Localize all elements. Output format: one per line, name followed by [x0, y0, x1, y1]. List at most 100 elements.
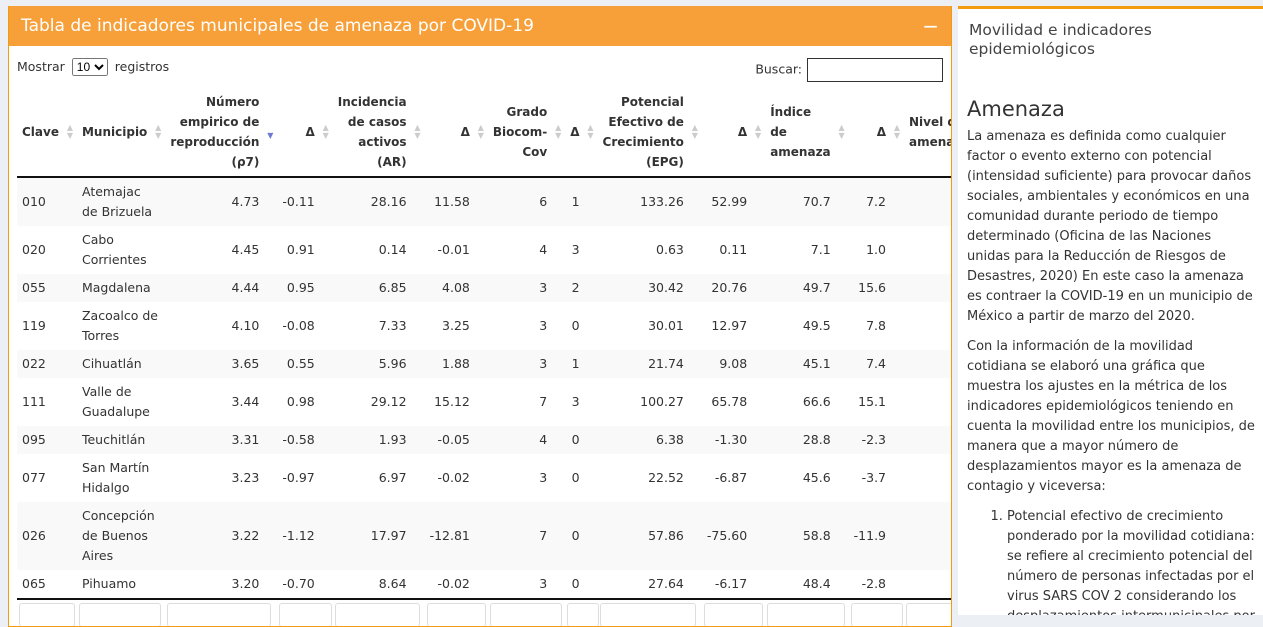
- column-filter-input[interactable]: [167, 603, 271, 626]
- table-cell: Cabo Corrientes: [81, 232, 147, 267]
- table-cell: 1.93: [332, 426, 425, 454]
- column-filter-input[interactable]: [703, 603, 764, 626]
- column-header[interactable]: Municipio ▲ ▼: [76, 88, 166, 178]
- table-cell: 100.27: [640, 394, 684, 409]
- collapse-button[interactable]: −: [922, 14, 939, 38]
- table-row[interactable]: 111 Valle de Guadalupe 3.44 0.98 29.12 15.12 7…: [17, 378, 951, 426]
- box-title: Tabla de indicadores municipales de amen…: [21, 16, 534, 36]
- table-cell: Concepción de Buenos Aires: [76, 502, 166, 570]
- table-cell: 010: [17, 177, 77, 226]
- column-filter-input[interactable]: [906, 603, 951, 626]
- table-cell: 0: [565, 426, 598, 454]
- column-header-label: Δ: [460, 125, 470, 139]
- table-cell: 12.97: [711, 318, 748, 333]
- column-filter-input[interactable]: [426, 603, 486, 626]
- column-header[interactable]: Clave ▲ ▼: [17, 88, 77, 178]
- column-header[interactable]: Δ ▲ ▼: [277, 88, 333, 178]
- column-header-label: Δ: [570, 125, 580, 139]
- column-header-label: Clave: [22, 125, 59, 139]
- table-cell: 3: [571, 242, 580, 257]
- column-filter-input[interactable]: [489, 603, 562, 626]
- table-cell: 7.33: [378, 318, 407, 333]
- table-cell: 4.44: [165, 274, 278, 302]
- column-filter-input[interactable]: [850, 603, 903, 626]
- table-cell: 21.74: [597, 350, 702, 378]
- filter-cell: [424, 598, 488, 626]
- column-filter-input[interactable]: [567, 603, 599, 626]
- column-filter-input[interactable]: [78, 603, 161, 626]
- column-header[interactable]: Δ ▲ ▼: [424, 88, 488, 178]
- sort-icon: ▲ ▼: [587, 123, 594, 140]
- table-cell: -2.3: [848, 426, 904, 454]
- table-cell: 3: [487, 350, 566, 378]
- sort-icon: ▲ ▼: [155, 123, 162, 140]
- box-header: Tabla de indicadores municipales de amen…: [9, 6, 951, 46]
- sort-icon: ▲ ▼: [691, 123, 698, 140]
- column-header[interactable]: Grado Biocom-Cov ▲ ▼: [487, 88, 566, 178]
- table-cell: -75.60: [701, 502, 766, 570]
- table-cell: 27.64: [648, 576, 684, 591]
- column-filter-input[interactable]: [334, 603, 420, 626]
- table-cell: 4: [539, 242, 548, 257]
- column-header[interactable]: Δ ▲ ▼: [848, 88, 904, 178]
- table-cell: [904, 302, 951, 350]
- column-header[interactable]: Número empirico de reproducción (ρ7) ▼: [165, 88, 278, 178]
- table-cell: 3.22: [165, 502, 278, 570]
- column-header[interactable]: Potencial Efectivo de Crecimiento (EPG) ▲…: [597, 88, 702, 178]
- table-row[interactable]: 095 Teuchitlán 3.31 -0.58 1.93 -0.05 4 0 6.38 -1.…: [17, 426, 951, 454]
- table-cell: [904, 274, 951, 302]
- column-header-label: Incidencia de casos activos (AR): [337, 95, 407, 169]
- table-cell: -1.30: [701, 426, 766, 454]
- table-row[interactable]: 010 Atemajac de Brizuela 4.73 -0.11 28.16 11.…: [17, 177, 951, 226]
- table-cell: 0.11: [719, 242, 748, 257]
- table-cell: 3.65: [165, 350, 278, 378]
- table-row[interactable]: 055 Magdalena 4.44 0.95 6.85 4.08 3 2 30.42 20.76…: [17, 274, 951, 302]
- column-filter-input[interactable]: [599, 603, 696, 626]
- table-cell: -0.58: [277, 426, 333, 454]
- table-cell: 7.1: [810, 242, 831, 257]
- column-header-label: Potencial Efectivo de Crecimiento (EPG): [602, 95, 684, 169]
- table-cell: Teuchitlán: [76, 426, 166, 454]
- table-row[interactable]: 077 San Martín Hidalgo 3.23 -0.97 6.97 -0.02 3…: [17, 454, 951, 502]
- column-filter-input[interactable]: [19, 603, 76, 626]
- table-row[interactable]: 022 Cihuatlán 3.65 0.55 5.96 1.88 3 1 21.74 9.08 4…: [17, 350, 951, 378]
- column-header[interactable]: Índice de amenaza ▲ ▼: [765, 88, 849, 178]
- column-header[interactable]: Δ ▲ ▼: [565, 88, 598, 178]
- search-input[interactable]: [807, 58, 943, 82]
- table-cell: 4: [487, 426, 566, 454]
- table-cell: 0.95: [277, 274, 333, 302]
- table-row[interactable]: 020 Cabo Corrientes 4.45 0.91 0.14 -0.01 4 3 0.6…: [17, 226, 951, 274]
- column-header[interactable]: Incidencia de casos activos (AR) ▲ ▼: [332, 88, 425, 178]
- filter-cell: [165, 598, 278, 626]
- table-cell: -0.97: [282, 470, 315, 485]
- table-cell: 0: [571, 470, 580, 485]
- table-cell: -3.7: [861, 470, 886, 485]
- table-cell: 3: [539, 318, 548, 333]
- table-cell: 8.64: [378, 576, 407, 591]
- table-cell: 7.2: [848, 177, 904, 226]
- table-row[interactable]: 065 Pihuamo 3.20 -0.70 8.64 -0.02 3 0 27.64 -6.17…: [17, 570, 951, 599]
- table-row[interactable]: 026 Concepción de Buenos Aires 3.22 -1.12 17…: [17, 502, 951, 570]
- table-cell: Magdalena: [76, 274, 166, 302]
- table-cell: 3: [539, 470, 548, 485]
- sort-icon: ▼: [267, 131, 274, 140]
- table-cell: -0.02: [437, 470, 470, 485]
- column-filter-input[interactable]: [279, 603, 332, 626]
- table-cell: 4.45: [231, 242, 260, 257]
- table-cell: 9.08: [701, 350, 766, 378]
- table-cell: 20.76: [701, 274, 766, 302]
- table-cell: 6.38: [597, 426, 702, 454]
- table-row[interactable]: 119 Zacoalco de Torres 4.10 -0.08 7.33 3.25 3 0…: [17, 302, 951, 350]
- page-length-select[interactable]: 10: [71, 58, 108, 76]
- table-cell: 5.96: [332, 350, 425, 378]
- table-cell: 28.8: [765, 426, 849, 454]
- column-header-label: Δ: [737, 125, 748, 139]
- column-header[interactable]: Δ ▲ ▼: [701, 88, 766, 178]
- table-cell: 52.99: [701, 177, 766, 226]
- table-cell: -1.12: [277, 502, 333, 570]
- table-cell: 29.12: [370, 394, 407, 409]
- column-filter-input[interactable]: [767, 603, 845, 626]
- table-cell: 077: [22, 470, 46, 485]
- column-header[interactable]: Nivel de amenaza▲▼: [904, 88, 951, 178]
- filter-cell: [277, 598, 333, 626]
